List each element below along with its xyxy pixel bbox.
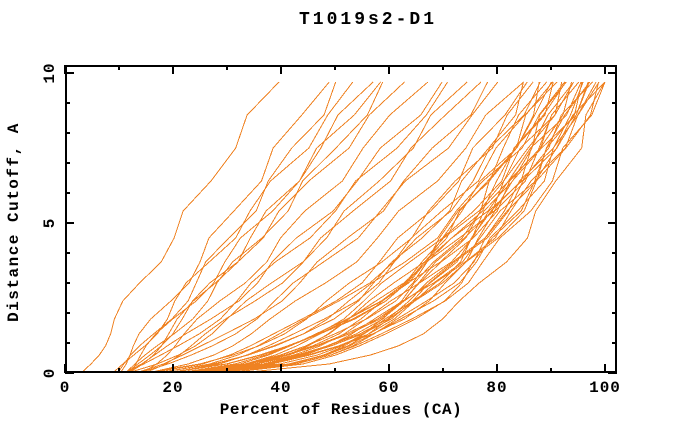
- model-curve: [175, 81, 590, 372]
- x-tick-label: 100: [589, 379, 621, 397]
- model-curve: [239, 81, 583, 372]
- model-curve: [222, 81, 600, 372]
- model-curve: [140, 81, 489, 372]
- y-axis-tick: [65, 372, 74, 374]
- y-axis-tick: [612, 102, 617, 104]
- x-axis-tick: [550, 368, 552, 373]
- x-axis-tick: [334, 65, 336, 70]
- x-axis-tick: [226, 65, 228, 70]
- model-curve: [186, 81, 580, 372]
- model-curve: [126, 81, 384, 372]
- x-axis-tick: [604, 364, 606, 373]
- x-axis-tick: [118, 368, 120, 373]
- model-curve: [126, 81, 443, 372]
- model-curve: [130, 81, 381, 372]
- model-curve: [154, 81, 525, 372]
- y-axis-tick: [608, 222, 617, 224]
- model-curve: [166, 81, 558, 372]
- y-tick-label: 0: [41, 367, 59, 379]
- model-curve: [127, 81, 449, 372]
- model-curve: [120, 81, 330, 372]
- y-axis-label: Distance Cutoff, A: [5, 122, 23, 322]
- x-axis-tick: [388, 364, 390, 373]
- model-curve: [143, 81, 499, 372]
- x-axis-tick: [442, 65, 444, 70]
- y-axis-tick: [608, 72, 617, 74]
- x-tick-label: 0: [59, 379, 71, 397]
- x-tick-label: 60: [378, 379, 400, 397]
- y-axis-tick: [608, 372, 617, 374]
- x-axis-tick: [64, 65, 66, 74]
- x-axis-tick: [172, 364, 174, 373]
- y-tick-label: 10: [41, 62, 59, 84]
- x-axis-tick: [172, 65, 174, 74]
- y-axis-tick: [65, 72, 74, 74]
- x-tick-label: 80: [486, 379, 508, 397]
- model-curve: [212, 81, 567, 372]
- x-tick-label: 40: [270, 379, 292, 397]
- x-axis-tick: [388, 65, 390, 74]
- model-curve: [187, 81, 582, 372]
- x-tick-label: 20: [162, 379, 184, 397]
- y-axis-tick: [612, 162, 617, 164]
- plot-title: T1019s2-D1: [298, 10, 438, 30]
- y-axis-tick: [65, 222, 74, 224]
- x-axis-tick: [496, 364, 498, 373]
- x-axis-tick: [280, 65, 282, 74]
- model-curve: [227, 81, 606, 372]
- y-tick-label: 5: [41, 217, 59, 229]
- model-curve: [148, 81, 482, 372]
- model-curve: [154, 81, 534, 372]
- model-curve: [198, 81, 597, 372]
- y-axis-tick: [65, 342, 70, 344]
- y-axis-tick: [65, 132, 70, 134]
- plot-area: [64, 65, 617, 374]
- model-curve: [82, 81, 280, 372]
- model-curve: [208, 81, 600, 372]
- y-axis-tick: [612, 192, 617, 194]
- x-axis-tick: [226, 368, 228, 373]
- model-curve: [144, 81, 429, 372]
- model-curve: [177, 81, 552, 372]
- x-axis-tick: [64, 364, 66, 373]
- y-axis-tick: [612, 342, 617, 344]
- x-axis-tick: [550, 65, 552, 70]
- y-axis-tick: [65, 102, 70, 104]
- x-axis-tick: [604, 65, 606, 74]
- model-curve: [127, 81, 405, 372]
- x-axis-tick: [280, 364, 282, 373]
- model-curve: [196, 81, 593, 372]
- model-curve: [157, 81, 528, 372]
- y-axis-tick: [612, 252, 617, 254]
- x-axis-label: Percent of Residues (CA): [219, 401, 463, 419]
- x-axis-tick: [334, 368, 336, 373]
- model-curve: [253, 81, 606, 372]
- model-curve: [118, 81, 337, 372]
- y-axis-tick: [65, 252, 70, 254]
- y-axis-tick: [65, 192, 70, 194]
- model-curve: [114, 81, 354, 372]
- model-curve: [166, 81, 565, 372]
- model-curve: [191, 81, 584, 372]
- y-axis-tick: [612, 282, 617, 284]
- y-axis-tick: [612, 312, 617, 314]
- model-curve: [230, 81, 575, 372]
- x-axis-tick: [442, 368, 444, 373]
- x-axis-tick: [496, 65, 498, 74]
- y-axis-tick: [65, 282, 70, 284]
- model-curve: [175, 81, 541, 372]
- model-curve: [221, 81, 580, 372]
- curves-svg: [82, 81, 606, 372]
- model-curve: [130, 81, 374, 372]
- y-axis-tick: [65, 162, 70, 164]
- x-axis-tick: [118, 65, 120, 70]
- model-curve: [204, 81, 589, 372]
- y-axis-tick: [65, 312, 70, 314]
- y-axis-tick: [612, 132, 617, 134]
